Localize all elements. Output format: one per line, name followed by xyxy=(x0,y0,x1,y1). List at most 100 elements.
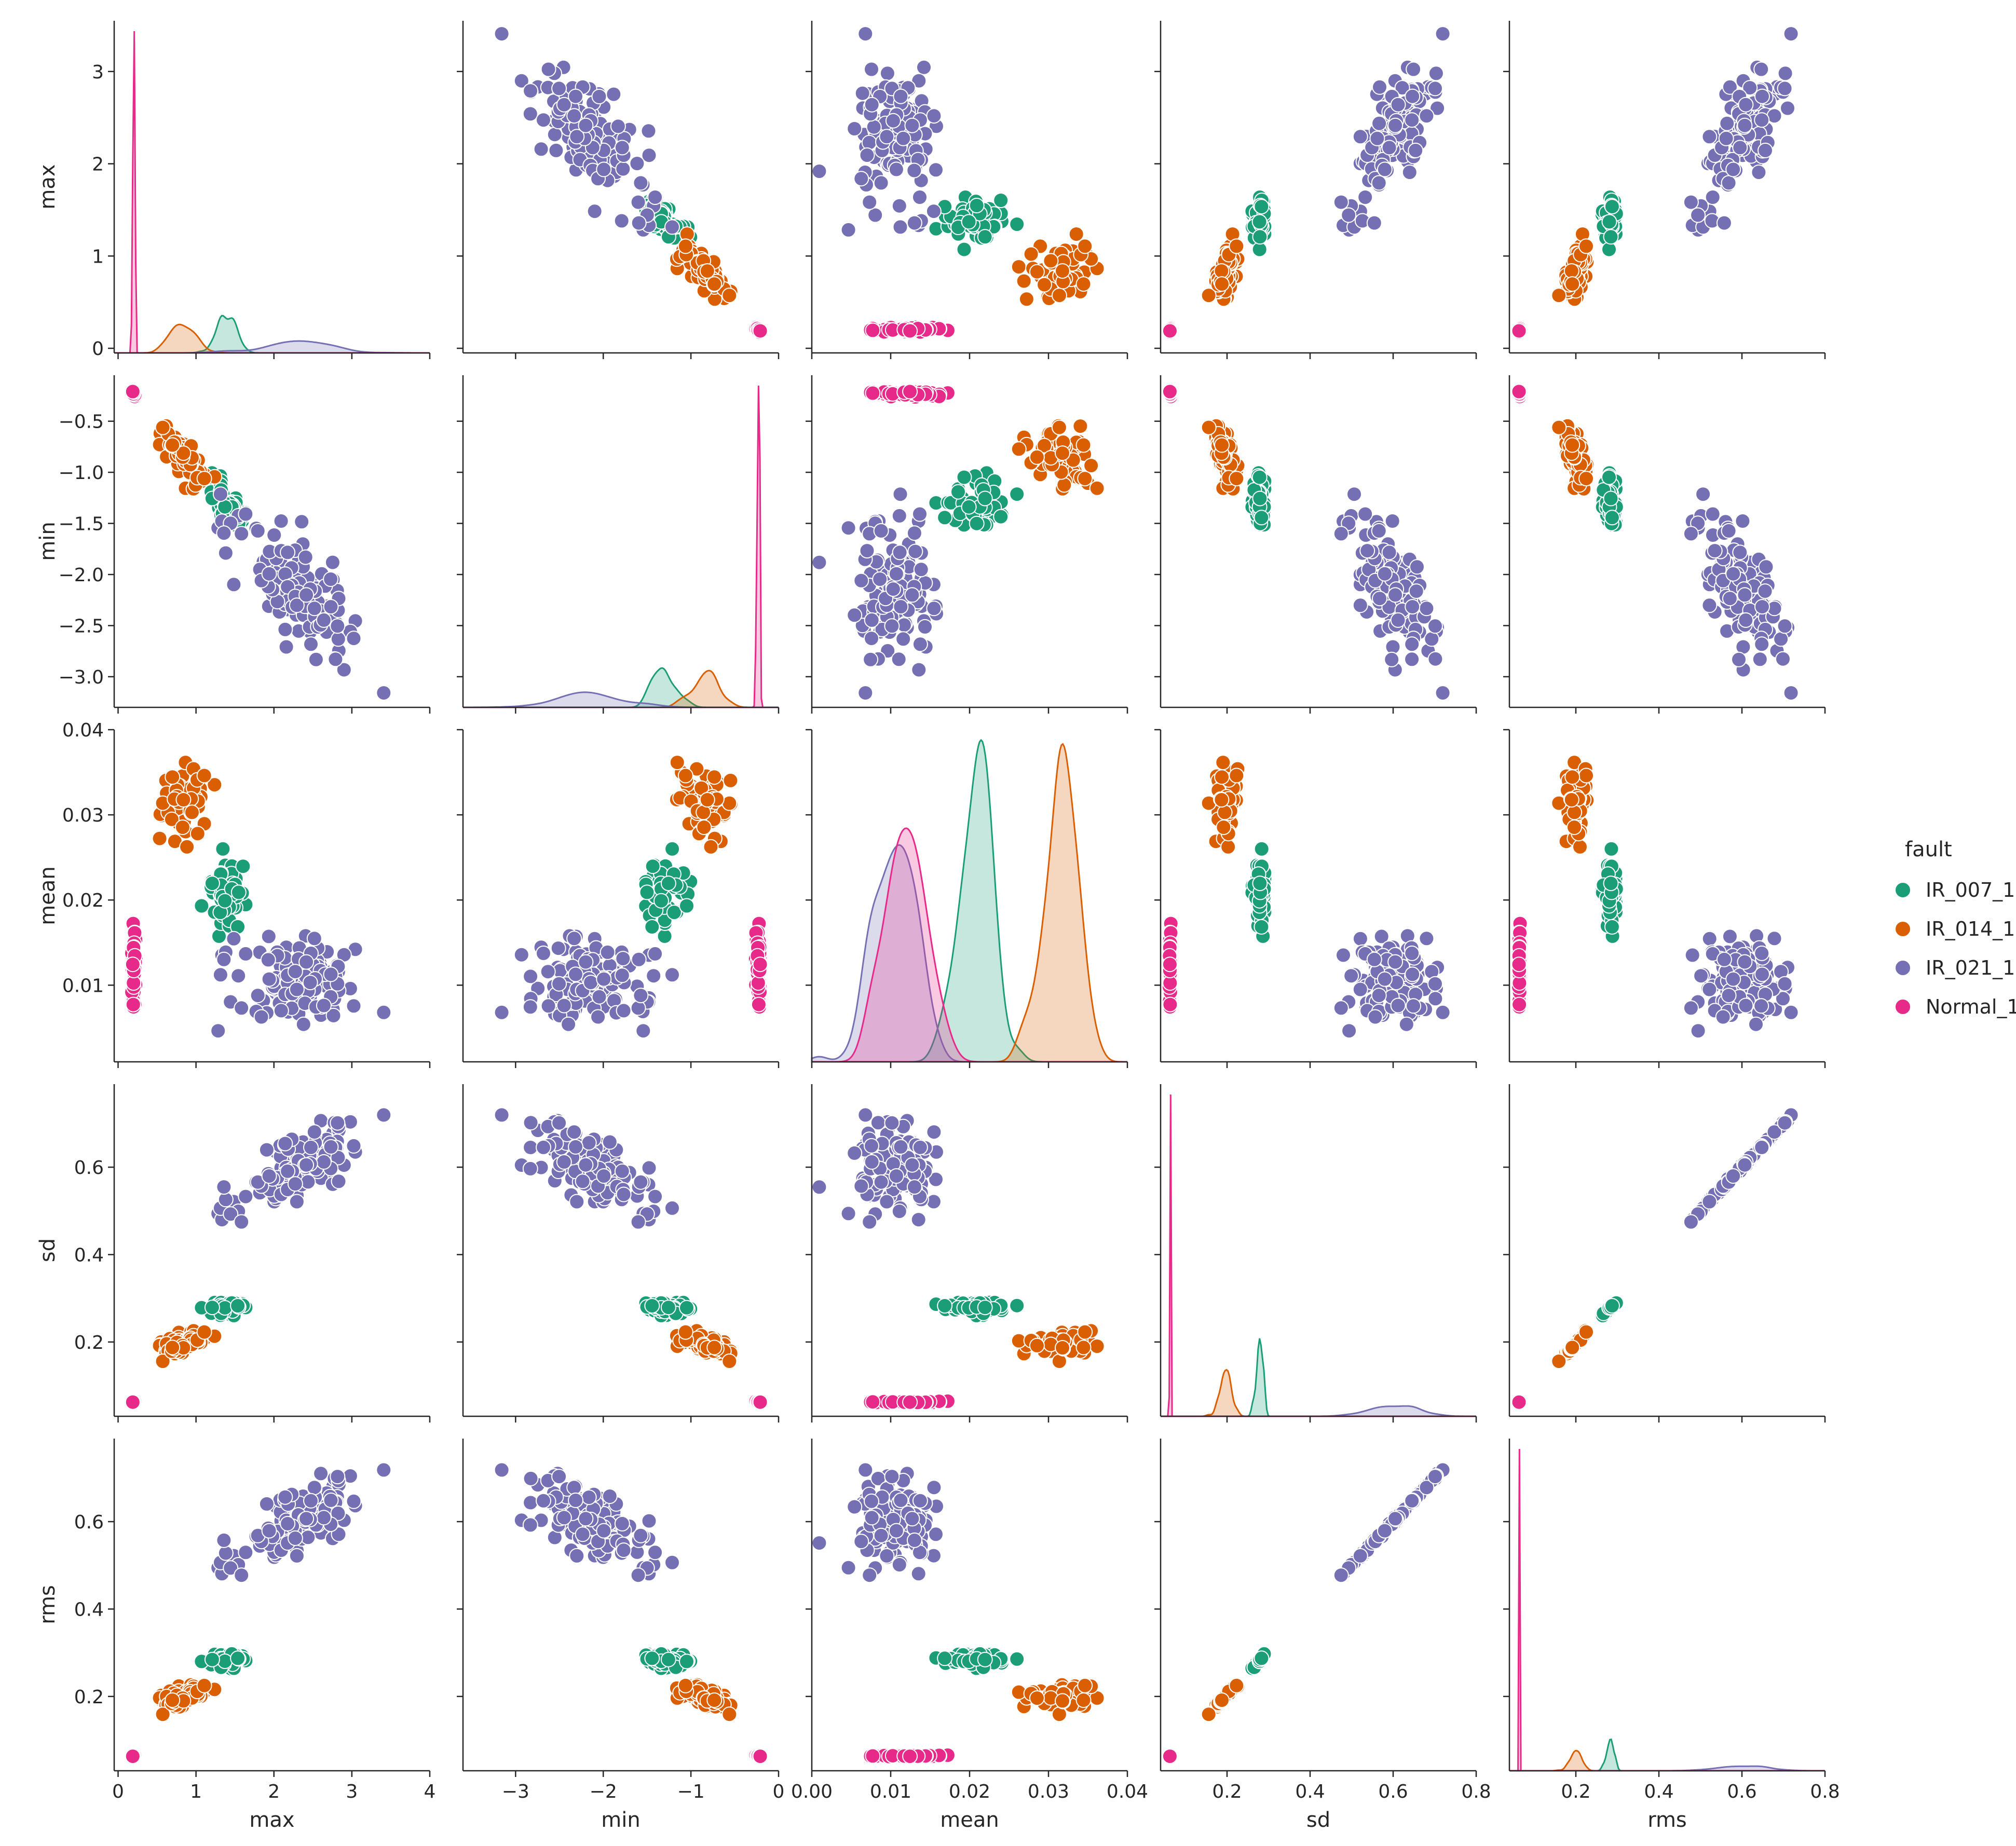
point-ir_021_1-110 xyxy=(1367,1009,1383,1025)
point-ir_021_1-105 xyxy=(575,1173,591,1189)
point-ir_021_1-69 xyxy=(614,213,630,229)
pairplot-grid: 0123max−0.5−1.0−1.5−2.0−2.5−3.0min0.010.… xyxy=(36,21,1840,1832)
point-ir_007_1-59 xyxy=(644,919,660,935)
point-ir_021_1-110 xyxy=(853,572,869,589)
point-ir_021_1-109 xyxy=(1716,951,1732,967)
point-ir_014_1-69 xyxy=(1564,437,1581,453)
point-ir_014_1-33 xyxy=(723,772,739,788)
point-ir_021_1-18 xyxy=(840,222,856,238)
point-ir_021_1-46 xyxy=(1346,486,1362,502)
point-ir_021_1-81 xyxy=(1719,115,1735,131)
point-ir_014_1-35 xyxy=(179,839,195,855)
point-ir_021_1-86 xyxy=(273,1003,289,1019)
point-ir_021_1-99 xyxy=(566,108,582,124)
point-ir_021_1-99 xyxy=(926,108,942,124)
point-ir_021_1-117 xyxy=(912,1139,928,1155)
point-ir_021_1-110 xyxy=(1715,1009,1731,1025)
point-normal_1-37 xyxy=(1162,996,1178,1013)
point-normal_1-44 xyxy=(1511,1394,1527,1410)
point-ir_021_1-99 xyxy=(1419,108,1435,124)
point-ir_021_1-55 xyxy=(523,1115,539,1131)
point-ir_021_1-98 xyxy=(1773,631,1789,647)
point-ir_021_1-94 xyxy=(892,544,908,560)
point-normal_1-44 xyxy=(752,323,768,339)
panel-min-vs-sd xyxy=(1154,375,1477,714)
point-ir_021_1-82 xyxy=(238,506,254,522)
point-ir_021_1-15 xyxy=(1384,513,1400,529)
point-ir_021_1-118 xyxy=(1725,566,1741,582)
point-ir_021_1-70 xyxy=(297,549,314,565)
point-ir_021_1-1 xyxy=(916,59,932,75)
point-ir_021_1-114 xyxy=(1777,618,1793,634)
kde-sd-normal_1 xyxy=(1161,1094,1476,1417)
point-ir_021_1-114 xyxy=(1777,80,1793,97)
point-ir_021_1-60 xyxy=(294,514,310,530)
point-ir_021_1-117 xyxy=(1754,636,1770,652)
point-ir_014_1-69 xyxy=(706,769,723,785)
y-tick-label: 1 xyxy=(92,246,104,267)
point-ir_021_1-60 xyxy=(641,123,657,139)
y-tick-label: 0.2 xyxy=(74,1332,104,1353)
panel-mean-vs-mean xyxy=(806,729,1128,1068)
y-tick-label: −3.0 xyxy=(59,667,104,688)
point-ir_014_1-67 xyxy=(1055,445,1070,461)
point-ir_014_1-59 xyxy=(721,288,738,304)
point-ir_021_1-100 xyxy=(911,662,927,678)
point-ir_021_1-100 xyxy=(513,947,529,963)
point-ir_021_1-115 xyxy=(885,581,901,597)
point-ir_007_1-57 xyxy=(969,198,985,213)
point-ir_021_1-47 xyxy=(857,1107,874,1123)
point-normal_1-44 xyxy=(1162,323,1178,339)
point-ir_021_1-107 xyxy=(591,89,607,104)
point-ir_021_1-119 xyxy=(1737,587,1753,603)
point-ir_021_1-96 xyxy=(1408,583,1424,599)
point-ir_014_1-67 xyxy=(175,792,192,808)
point-ir_021_1-105 xyxy=(1372,591,1387,607)
point-ir_021_1-46 xyxy=(212,967,228,983)
point-ir_021_1-94 xyxy=(1381,140,1397,156)
point-ir_021_1-112 xyxy=(864,1138,879,1154)
point-normal_1-44 xyxy=(1511,323,1527,339)
point-ir_021_1-94 xyxy=(1732,544,1748,560)
panel-max-vs-mean xyxy=(806,21,1128,359)
point-ir_021_1-118 xyxy=(1377,161,1393,177)
point-ir_021_1-119 xyxy=(1737,954,1753,970)
point-ir_021_1-101 xyxy=(523,968,539,984)
point-normal_1-37 xyxy=(865,1394,881,1410)
kde-sd-ir_014_1 xyxy=(1161,1369,1476,1417)
point-ir_021_1-109 xyxy=(216,951,232,967)
point-ir_021_1-119 xyxy=(298,954,315,970)
point-ir_014_1-68 xyxy=(1578,471,1594,487)
point-ir_021_1-35 xyxy=(547,127,563,143)
point-ir_021_1-99 xyxy=(926,600,942,617)
point-ir_014_1-44 xyxy=(1083,458,1099,474)
point-ir_021_1-86 xyxy=(616,1186,632,1202)
point-ir_021_1-9 xyxy=(226,577,242,593)
point-ir_014_1-69 xyxy=(1564,276,1581,292)
point-ir_014_1-65 xyxy=(1029,1337,1045,1353)
point-ir_021_1-113 xyxy=(250,523,266,539)
panel-sd-vs-sd xyxy=(1154,1084,1477,1423)
point-ir_014_1-69 xyxy=(1214,437,1230,453)
point-ir_021_1-111 xyxy=(1390,997,1406,1014)
point-ir_021_1-47 xyxy=(376,1004,392,1020)
point-ir_021_1-47 xyxy=(1783,1004,1799,1020)
point-ir_021_1-111 xyxy=(1390,612,1406,628)
point-ir_021_1-119 xyxy=(904,1157,920,1173)
point-ir_021_1-112 xyxy=(1406,998,1422,1014)
point-ir_007_1-58 xyxy=(1252,229,1268,245)
point-ir_021_1-18 xyxy=(840,520,856,536)
point-ir_021_1-57 xyxy=(847,1145,863,1161)
point-normal_1-44 xyxy=(902,384,918,400)
panel-sd-vs-max: 0.20.40.6sd xyxy=(36,1084,431,1423)
point-ir_021_1-97 xyxy=(1701,1194,1718,1210)
point-ir_007_1-56 xyxy=(217,893,233,909)
point-ir_021_1-97 xyxy=(289,981,305,997)
point-ir_014_1-69 xyxy=(1214,276,1230,292)
point-ir_021_1-112 xyxy=(1753,998,1769,1014)
point-ir_014_1-27 xyxy=(1089,480,1105,496)
point-ir_021_1-97 xyxy=(879,129,895,145)
point-ir_014_1-67 xyxy=(1563,263,1579,279)
point-ir_007_1-59 xyxy=(1254,199,1270,215)
